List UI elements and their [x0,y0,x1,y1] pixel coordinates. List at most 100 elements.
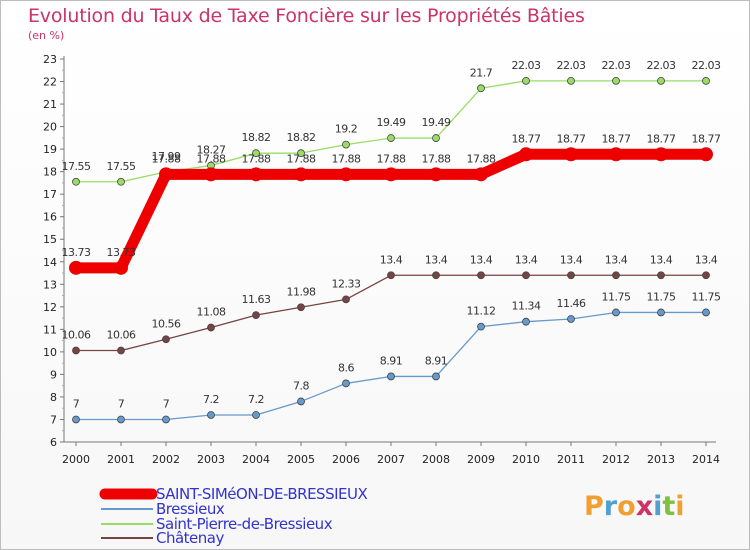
data-label: 18.82 [287,131,316,144]
chart-title: Evolution du Taux de Taxe Foncière sur l… [28,5,585,27]
legend-label: Bressieux [156,500,225,518]
data-label: 22.03 [512,59,541,72]
data-label: 7 [73,397,80,410]
data-point [522,271,530,280]
data-label: 11.98 [287,285,316,298]
data-point [477,271,485,280]
data-label: 18.77 [602,132,631,145]
y-tick-label: 12 [43,301,57,314]
data-label: 7.2 [248,393,264,406]
logo-letter: r [603,491,618,522]
data-label: 13.4 [695,253,718,266]
data-label: 17.88 [377,152,406,165]
data-point [297,303,305,312]
x-tick-label: 2002 [152,453,180,466]
data-label: 12.33 [332,277,361,290]
data-point [252,411,260,419]
data-point [474,167,488,182]
x-tick-label: 2014 [692,453,720,466]
data-point [252,311,260,320]
data-label: 17.88 [287,152,316,165]
data-label: 17.99 [152,150,181,163]
logo-letter: i [675,491,685,522]
data-point [657,308,665,317]
data-label: 11.75 [602,290,631,303]
x-tick-label: 2008 [422,453,450,466]
data-label: 11.12 [467,305,496,318]
data-label: 22.03 [692,59,721,72]
x-tick-label: 2011 [557,453,585,466]
x-tick-label: 2013 [647,453,675,466]
data-label: 13.4 [515,253,538,266]
data-point [567,315,575,323]
logo-letter: i [653,491,663,522]
data-point [477,322,485,331]
data-point [612,76,620,85]
data-point [72,177,80,186]
data-point [654,147,668,162]
y-tick-label: 7 [50,413,57,426]
data-label: 11.75 [692,290,721,303]
data-point [342,295,350,304]
data-point [432,271,440,280]
logo-letter: P [584,491,604,522]
data-point [702,308,710,317]
data-label: 10.06 [62,329,91,342]
data-label: 13.4 [470,253,493,266]
data-point [387,134,395,142]
data-label: 7.2 [203,393,219,406]
data-label: 17.88 [422,152,451,165]
data-point [477,84,485,93]
x-tick-label: 2000 [62,453,90,466]
logo-letter: o [617,491,636,522]
y-tick-label: 16 [43,211,57,224]
data-point [342,379,350,388]
data-label: 8.91 [425,354,448,367]
data-point [612,308,620,317]
logo-letter: x [635,491,654,522]
data-label: 13.4 [560,253,583,266]
x-tick-label: 2001 [107,453,135,466]
data-point [252,149,260,158]
data-point [339,167,353,182]
y-tick-label: 21 [43,98,57,111]
y-tick-label: 13 [43,278,57,291]
data-point [432,134,440,142]
data-label: 13.4 [605,253,628,266]
data-label: 7 [118,397,125,410]
y-tick-label: 6 [50,436,57,449]
logo-letter: t [662,491,676,522]
data-label: 22.03 [557,59,586,72]
y-tick-label: 20 [43,121,57,134]
legend-label: Châtenay [156,529,224,547]
data-point [162,335,170,344]
y-tick-label: 22 [43,76,57,89]
data-label: 13.4 [650,253,673,266]
data-label: 22.03 [602,59,631,72]
data-point [117,177,125,186]
data-point [297,397,305,406]
data-label: 13.73 [62,246,91,259]
data-label: 7.8 [293,379,309,392]
data-label: 17.55 [107,160,136,173]
data-point [519,147,533,162]
data-point [384,167,398,182]
unit-label: (en %) [28,29,65,42]
data-label: 19.49 [422,116,451,129]
data-label: 11.63 [242,293,271,306]
data-label: 10.56 [152,317,181,330]
y-tick-label: 15 [43,233,57,246]
x-tick-label: 2010 [512,453,540,466]
data-point [387,271,395,280]
legend-label: SAINT-SIMéON-DE-BRESSIEUX [156,485,367,503]
proxiti-logo: Proxiti [584,491,685,522]
data-point [159,167,173,182]
data-point [522,76,530,85]
data-label: 11.75 [647,290,676,303]
data-point [657,271,665,280]
y-tick-label: 19 [43,143,57,156]
y-tick-label: 10 [43,346,57,359]
data-label: 17.88 [242,152,271,165]
data-point [342,140,350,149]
